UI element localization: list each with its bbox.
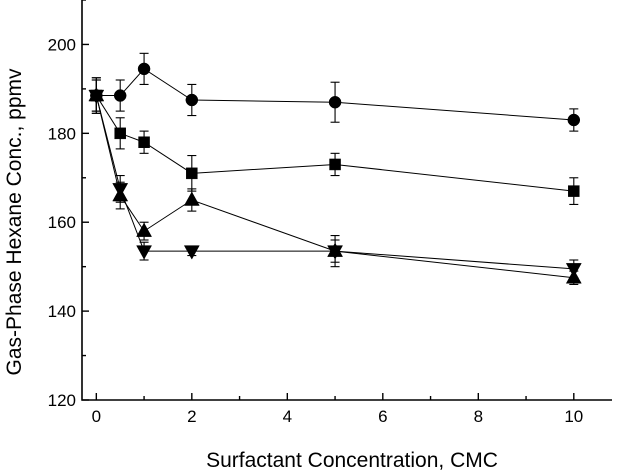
y-tick-label: 140 [48, 302, 76, 321]
x-tick-label: 2 [187, 407, 196, 426]
data-point-triangle-up [183, 191, 200, 206]
x-axis-title: Surfactant Concentration, CMC [206, 449, 498, 472]
data-point-circle [567, 113, 581, 127]
series-circle [90, 52, 581, 132]
data-point-triangle-up [136, 222, 152, 237]
data-point-square [186, 167, 198, 180]
axes: 0 2 4 6 8 10 120 140 160 180 200 [48, 0, 612, 426]
data-point-circle [328, 95, 342, 109]
data-point-square [138, 136, 150, 148]
y-tick-label: 120 [48, 391, 76, 410]
data-point-square [568, 185, 580, 197]
data-point-circle [113, 89, 127, 102]
data-point-triangle-down [136, 245, 152, 260]
data-point-triangle-down [88, 89, 105, 105]
data-point-triangle-down [327, 245, 343, 260]
y-tick-label: 160 [48, 213, 76, 232]
series-layer [88, 52, 582, 285]
x-tick-label: 8 [474, 407, 483, 426]
data-point-square [329, 158, 341, 171]
series-line [95, 95, 574, 192]
x-tick-label: 0 [92, 407, 101, 426]
data-point-triangle-down [565, 263, 582, 278]
x-tick-label: 10 [564, 407, 583, 426]
y-tick-label: 200 [48, 35, 76, 54]
axis-frame [81, 0, 612, 401]
x-tick-label: 4 [283, 407, 292, 426]
x-tick-label: 6 [378, 407, 387, 426]
y-axis-title: Gas-Phase Hexane Conc., ppmv [3, 68, 26, 375]
data-point-triangle-down [183, 245, 200, 260]
data-point-triangle-down [112, 183, 129, 198]
series-line [95, 95, 574, 279]
series-line [95, 95, 574, 270]
y-tick-label: 180 [48, 124, 76, 143]
data-point-square [114, 127, 126, 140]
data-point-circle [137, 62, 151, 76]
series-triangle-down [88, 79, 582, 279]
data-point-circle [185, 93, 199, 107]
